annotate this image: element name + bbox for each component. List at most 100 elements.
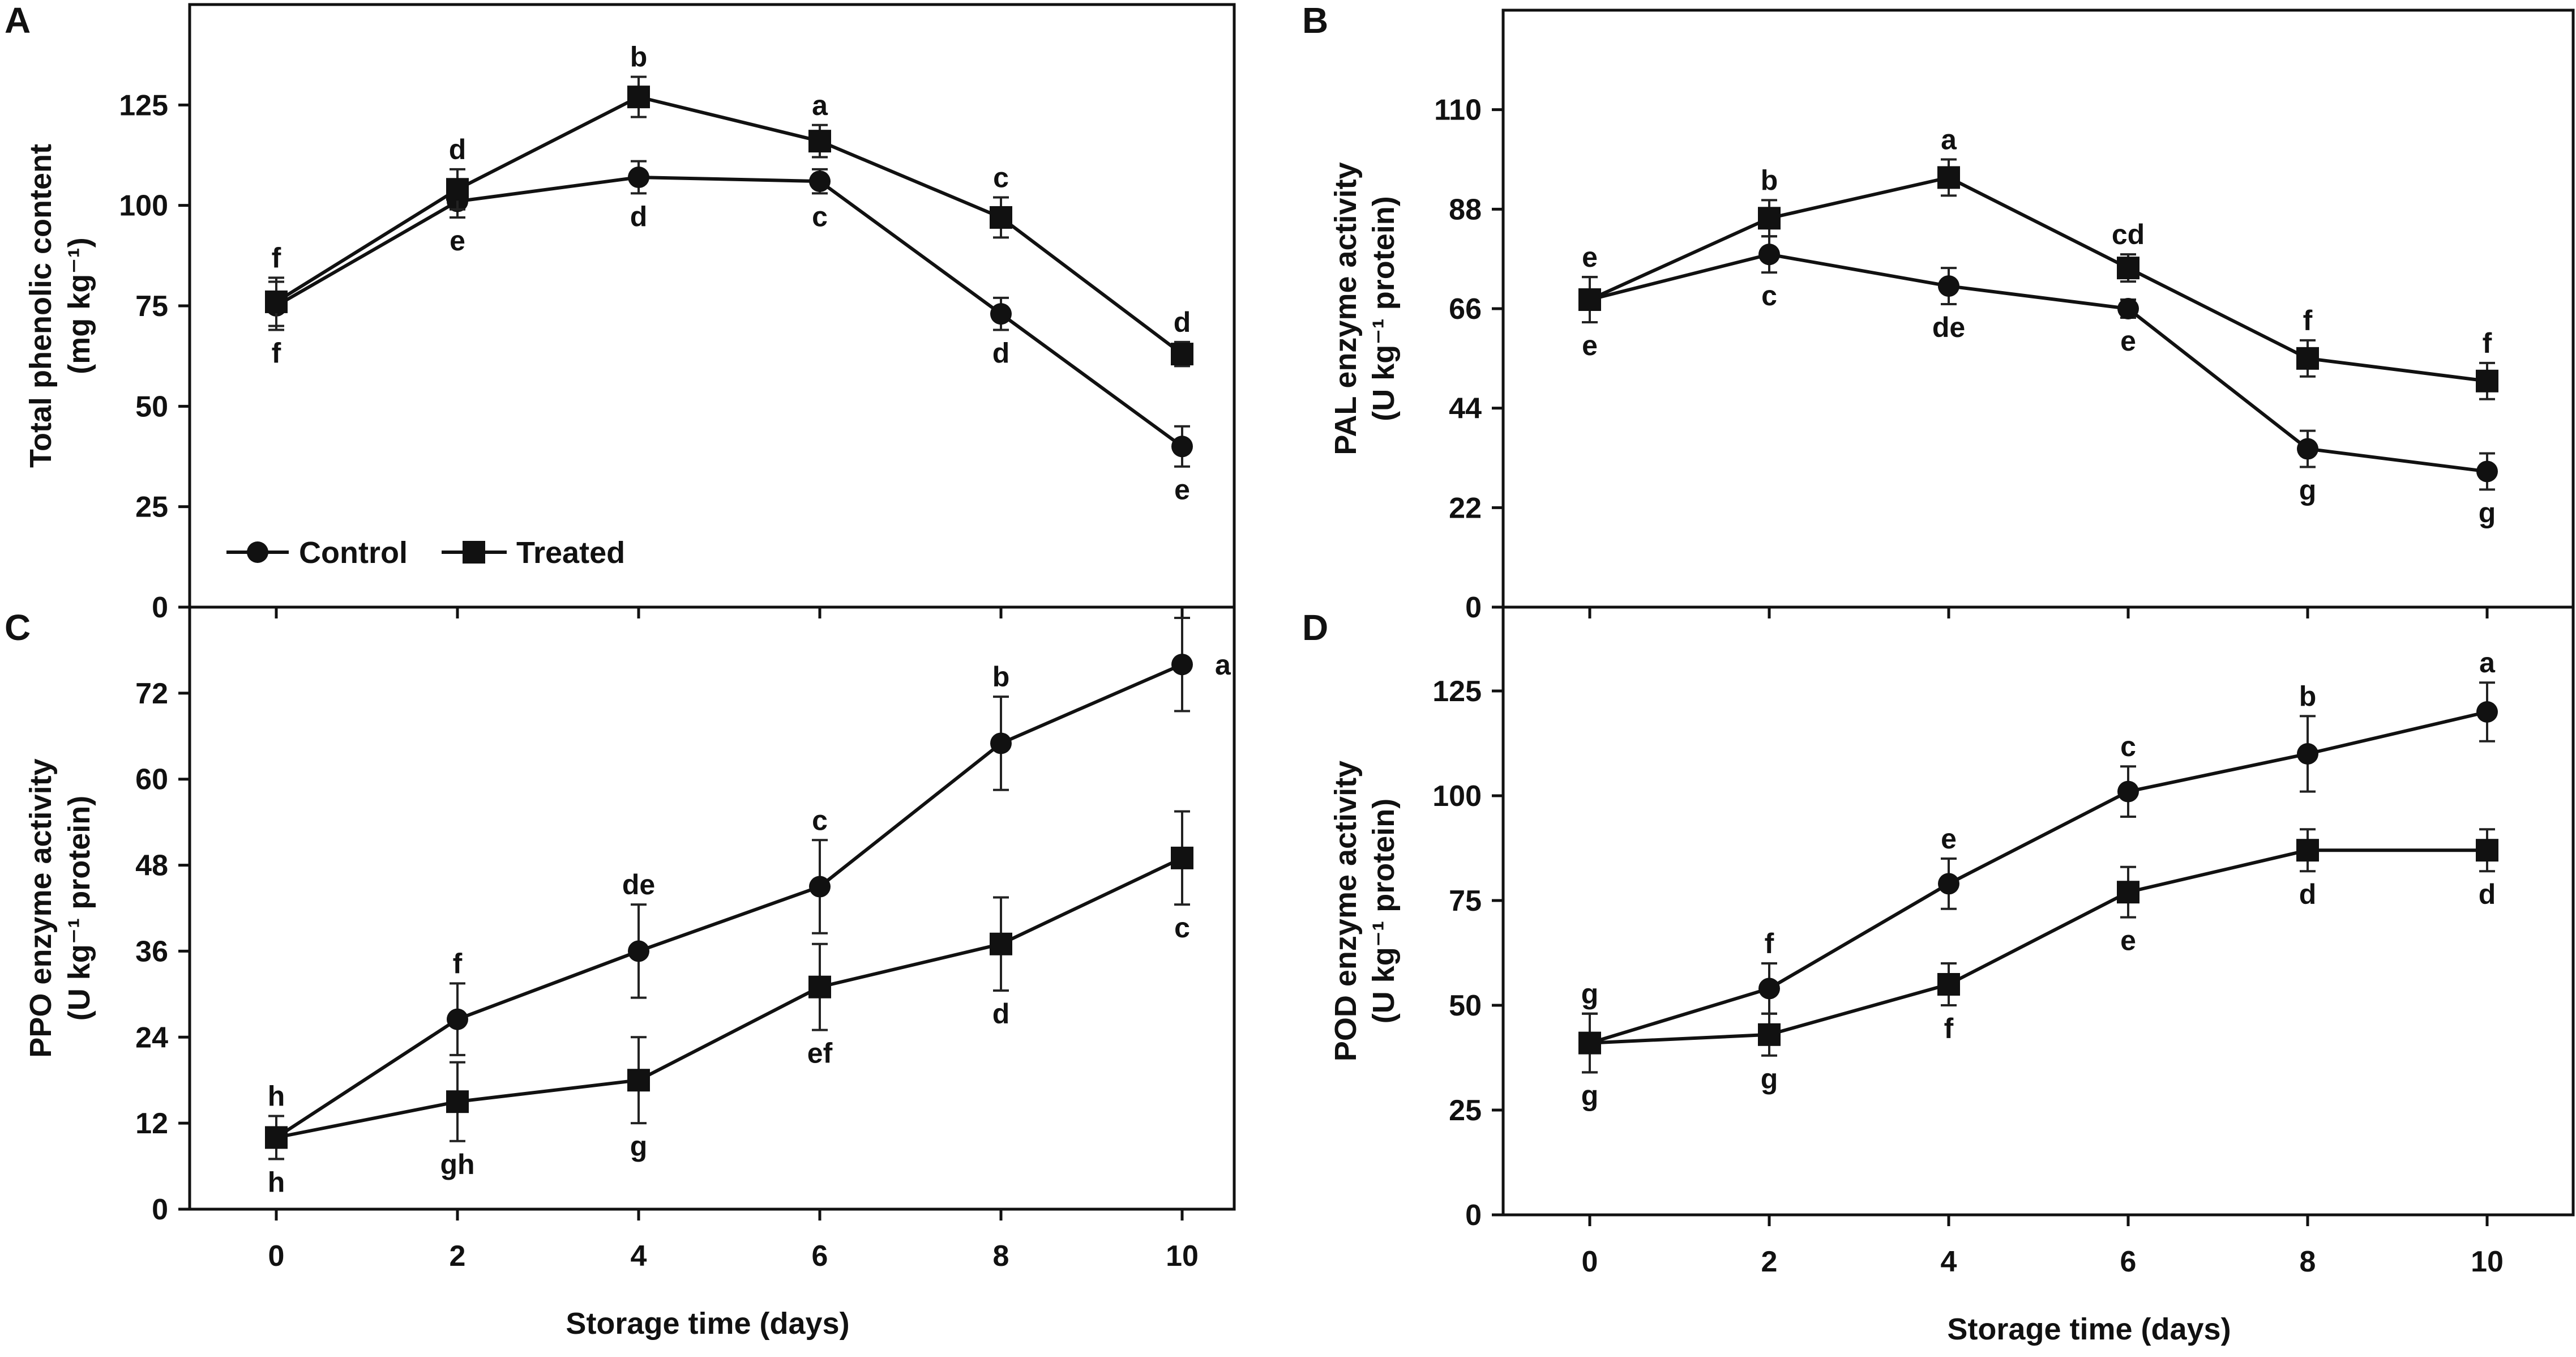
data-point-control [2297, 743, 2318, 765]
x-tick-label: 4 [1941, 1245, 1957, 1278]
significance-letter: a [812, 89, 828, 121]
y-tick-label: 110 [1434, 94, 1482, 127]
series-line-treated [275, 95, 1183, 356]
data-point-treated [1758, 1023, 1781, 1046]
data-point-control [990, 732, 1012, 754]
significance-letter: d [449, 134, 467, 165]
y-tick-label: 0 [152, 591, 168, 624]
significance-letter: b [1761, 164, 1778, 196]
x-tick-label: 8 [2300, 1245, 2316, 1278]
significance-letter: c [1761, 280, 1777, 311]
y-tick-label: 22 [1449, 492, 1482, 524]
data-point-treated [2117, 881, 2139, 904]
significance-letter: e [2120, 325, 2136, 357]
y-axis-unit-b: (U kg⁻¹ protein) [1367, 196, 1401, 421]
panel-letter-b: B [1302, 0, 1328, 41]
y-tick-label: 36 [135, 935, 168, 968]
significance-letter: f [2303, 305, 2313, 336]
significance-letter: b [992, 661, 1010, 693]
series-line-control [1589, 253, 2488, 473]
series-line-treated [1589, 176, 2488, 383]
y-tick-label: 125 [119, 89, 168, 122]
x-tick-label: 6 [2120, 1245, 2137, 1278]
data-point-treated [990, 932, 1012, 955]
significance-letter: f [1765, 928, 1774, 959]
significance-letter: de [1932, 311, 1965, 343]
data-point-control [1938, 275, 1959, 297]
y-tick-label: 0 [152, 1193, 168, 1226]
significance-letter: d [630, 200, 648, 232]
data-point-control [1171, 654, 1193, 676]
data-point-control [1171, 436, 1193, 458]
y-tick-label: 100 [1432, 780, 1482, 813]
significance-letter: b [630, 41, 648, 73]
legend-label-control: Control [299, 536, 408, 570]
y-axis-title-b: PAL enzyme activity [1329, 162, 1363, 455]
data-point-control [628, 940, 649, 962]
data-point-treated [2476, 369, 2498, 392]
data-point-treated [627, 86, 650, 109]
series-line-control [275, 176, 1183, 448]
data-point-control [990, 303, 1012, 325]
data-point-control [2117, 780, 2139, 803]
x-tick-label: 2 [450, 1240, 466, 1273]
significance-letter: c [993, 161, 1009, 193]
data-point-treated [1171, 343, 1193, 366]
significance-letter: de [622, 869, 655, 901]
significance-letter: e [1582, 330, 1598, 361]
legend-marker-treated [463, 541, 485, 564]
y-tick-label: 50 [1449, 989, 1482, 1022]
series-line-treated [1589, 848, 2487, 1045]
series-control-d: g f e c b a [1579, 647, 2498, 1074]
data-point-treated [446, 178, 469, 201]
data-point-control [2297, 438, 2318, 460]
significance-letter: g [2479, 497, 2496, 528]
plot-frame-b [1501, 8, 2575, 609]
data-point-treated [1171, 846, 1193, 869]
data-point-control [1758, 244, 1780, 266]
x-tick-label: 10 [1166, 1240, 1199, 1273]
plot-frame-c [188, 605, 1236, 1211]
x-tick-label: 6 [812, 1240, 828, 1273]
y-tick-label: 60 [135, 763, 168, 796]
significance-letter: c [812, 804, 828, 836]
panel-a: A 0 25 50 75 100 125 Total phenolic content (mg … [5, 0, 1236, 624]
x-tick-label: 8 [993, 1240, 1009, 1273]
x-tick-label: 2 [1761, 1245, 1778, 1278]
y-tick-label: 24 [135, 1021, 168, 1054]
data-point-control [447, 1008, 468, 1030]
data-point-treated [2117, 257, 2139, 280]
legend-marker-control [247, 541, 268, 563]
significance-letter: g [1581, 978, 1599, 1010]
data-point-treated [265, 290, 288, 313]
series-line-control [275, 663, 1183, 1139]
significance-letter: e [1582, 241, 1598, 273]
y-axis-unit-d: (U kg⁻¹ protein) [1367, 799, 1401, 1023]
y-tick-label: 0 [1465, 591, 1482, 624]
legend: Control Treated [226, 536, 625, 570]
data-point-treated [1937, 166, 1960, 189]
significance-letter: f [453, 948, 463, 979]
data-point-control [2117, 298, 2139, 319]
y-tick-label: 88 [1449, 193, 1482, 226]
plot-frame-a [188, 3, 1236, 609]
x-tick-label: 4 [631, 1240, 647, 1273]
significance-letter: e [1941, 823, 1957, 855]
significance-letter: a [1941, 124, 1957, 156]
series-treated-a: f d b a c d [265, 41, 1193, 368]
significance-letter: g [630, 1130, 648, 1162]
data-point-treated [2476, 839, 2498, 862]
y-tick-label: 75 [135, 290, 168, 323]
x-tick-label: 0 [1582, 1245, 1598, 1278]
series-control-b: e c de e g g [1579, 235, 2498, 528]
data-point-control [628, 167, 649, 189]
significance-letter: f [2483, 327, 2492, 359]
significance-letter: e [450, 225, 465, 257]
series-control-c: h f de c b a [266, 616, 1231, 1160]
y-axis-unit-a: (mg kg⁻¹) [62, 237, 96, 374]
panel-letter-a: A [5, 0, 31, 41]
data-point-treated [1578, 1031, 1601, 1055]
significance-letter: d [992, 338, 1010, 369]
data-point-control [809, 170, 831, 193]
